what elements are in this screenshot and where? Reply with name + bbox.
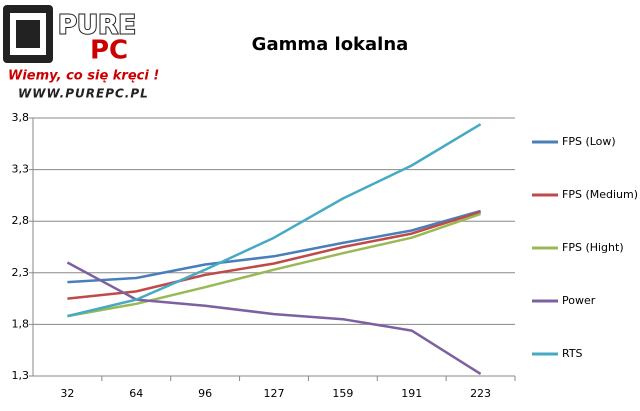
x-tick-label: 223 (470, 387, 491, 400)
y-tick-label: 3,3 (12, 163, 30, 176)
x-tick-label: 96 (198, 387, 212, 400)
legend-label: Power (562, 294, 596, 307)
x-tick-label: 191 (401, 387, 422, 400)
x-tick-label: 64 (129, 387, 143, 400)
y-tick-label: 1,3 (12, 369, 30, 382)
y-tick-label: 3,8 (12, 111, 30, 124)
series-line (67, 212, 482, 318)
logo-slogan: Wiemy, co się kręci ! (8, 69, 159, 84)
x-tick-label: 127 (264, 387, 285, 400)
legend-label: FPS (Low) (562, 135, 616, 148)
y-tick-label: 2,3 (12, 266, 30, 279)
x-tick-label: 32 (60, 387, 74, 400)
series-line (67, 123, 482, 318)
legend-label: FPS (Medium) (562, 188, 638, 201)
y-tick-label: 2,8 (12, 214, 30, 227)
logo-box-core (16, 20, 40, 48)
chart-title: Gamma lokalna (252, 34, 409, 55)
y-tick-label: 1,8 (12, 317, 30, 330)
legend-label: FPS (Hight) (562, 241, 624, 254)
series-line (67, 209, 481, 284)
logo-top: PURE (58, 11, 136, 41)
logo-bottom: PC (90, 36, 128, 66)
legend-label: RTS (562, 347, 583, 360)
logo: PURE PC Wiemy, co się kręci ! WWW.PUREPC… (3, 5, 159, 101)
x-tick-label: 159 (332, 387, 353, 400)
logo-url: WWW.PUREPC.PL (18, 87, 149, 101)
series-line (67, 210, 481, 300)
